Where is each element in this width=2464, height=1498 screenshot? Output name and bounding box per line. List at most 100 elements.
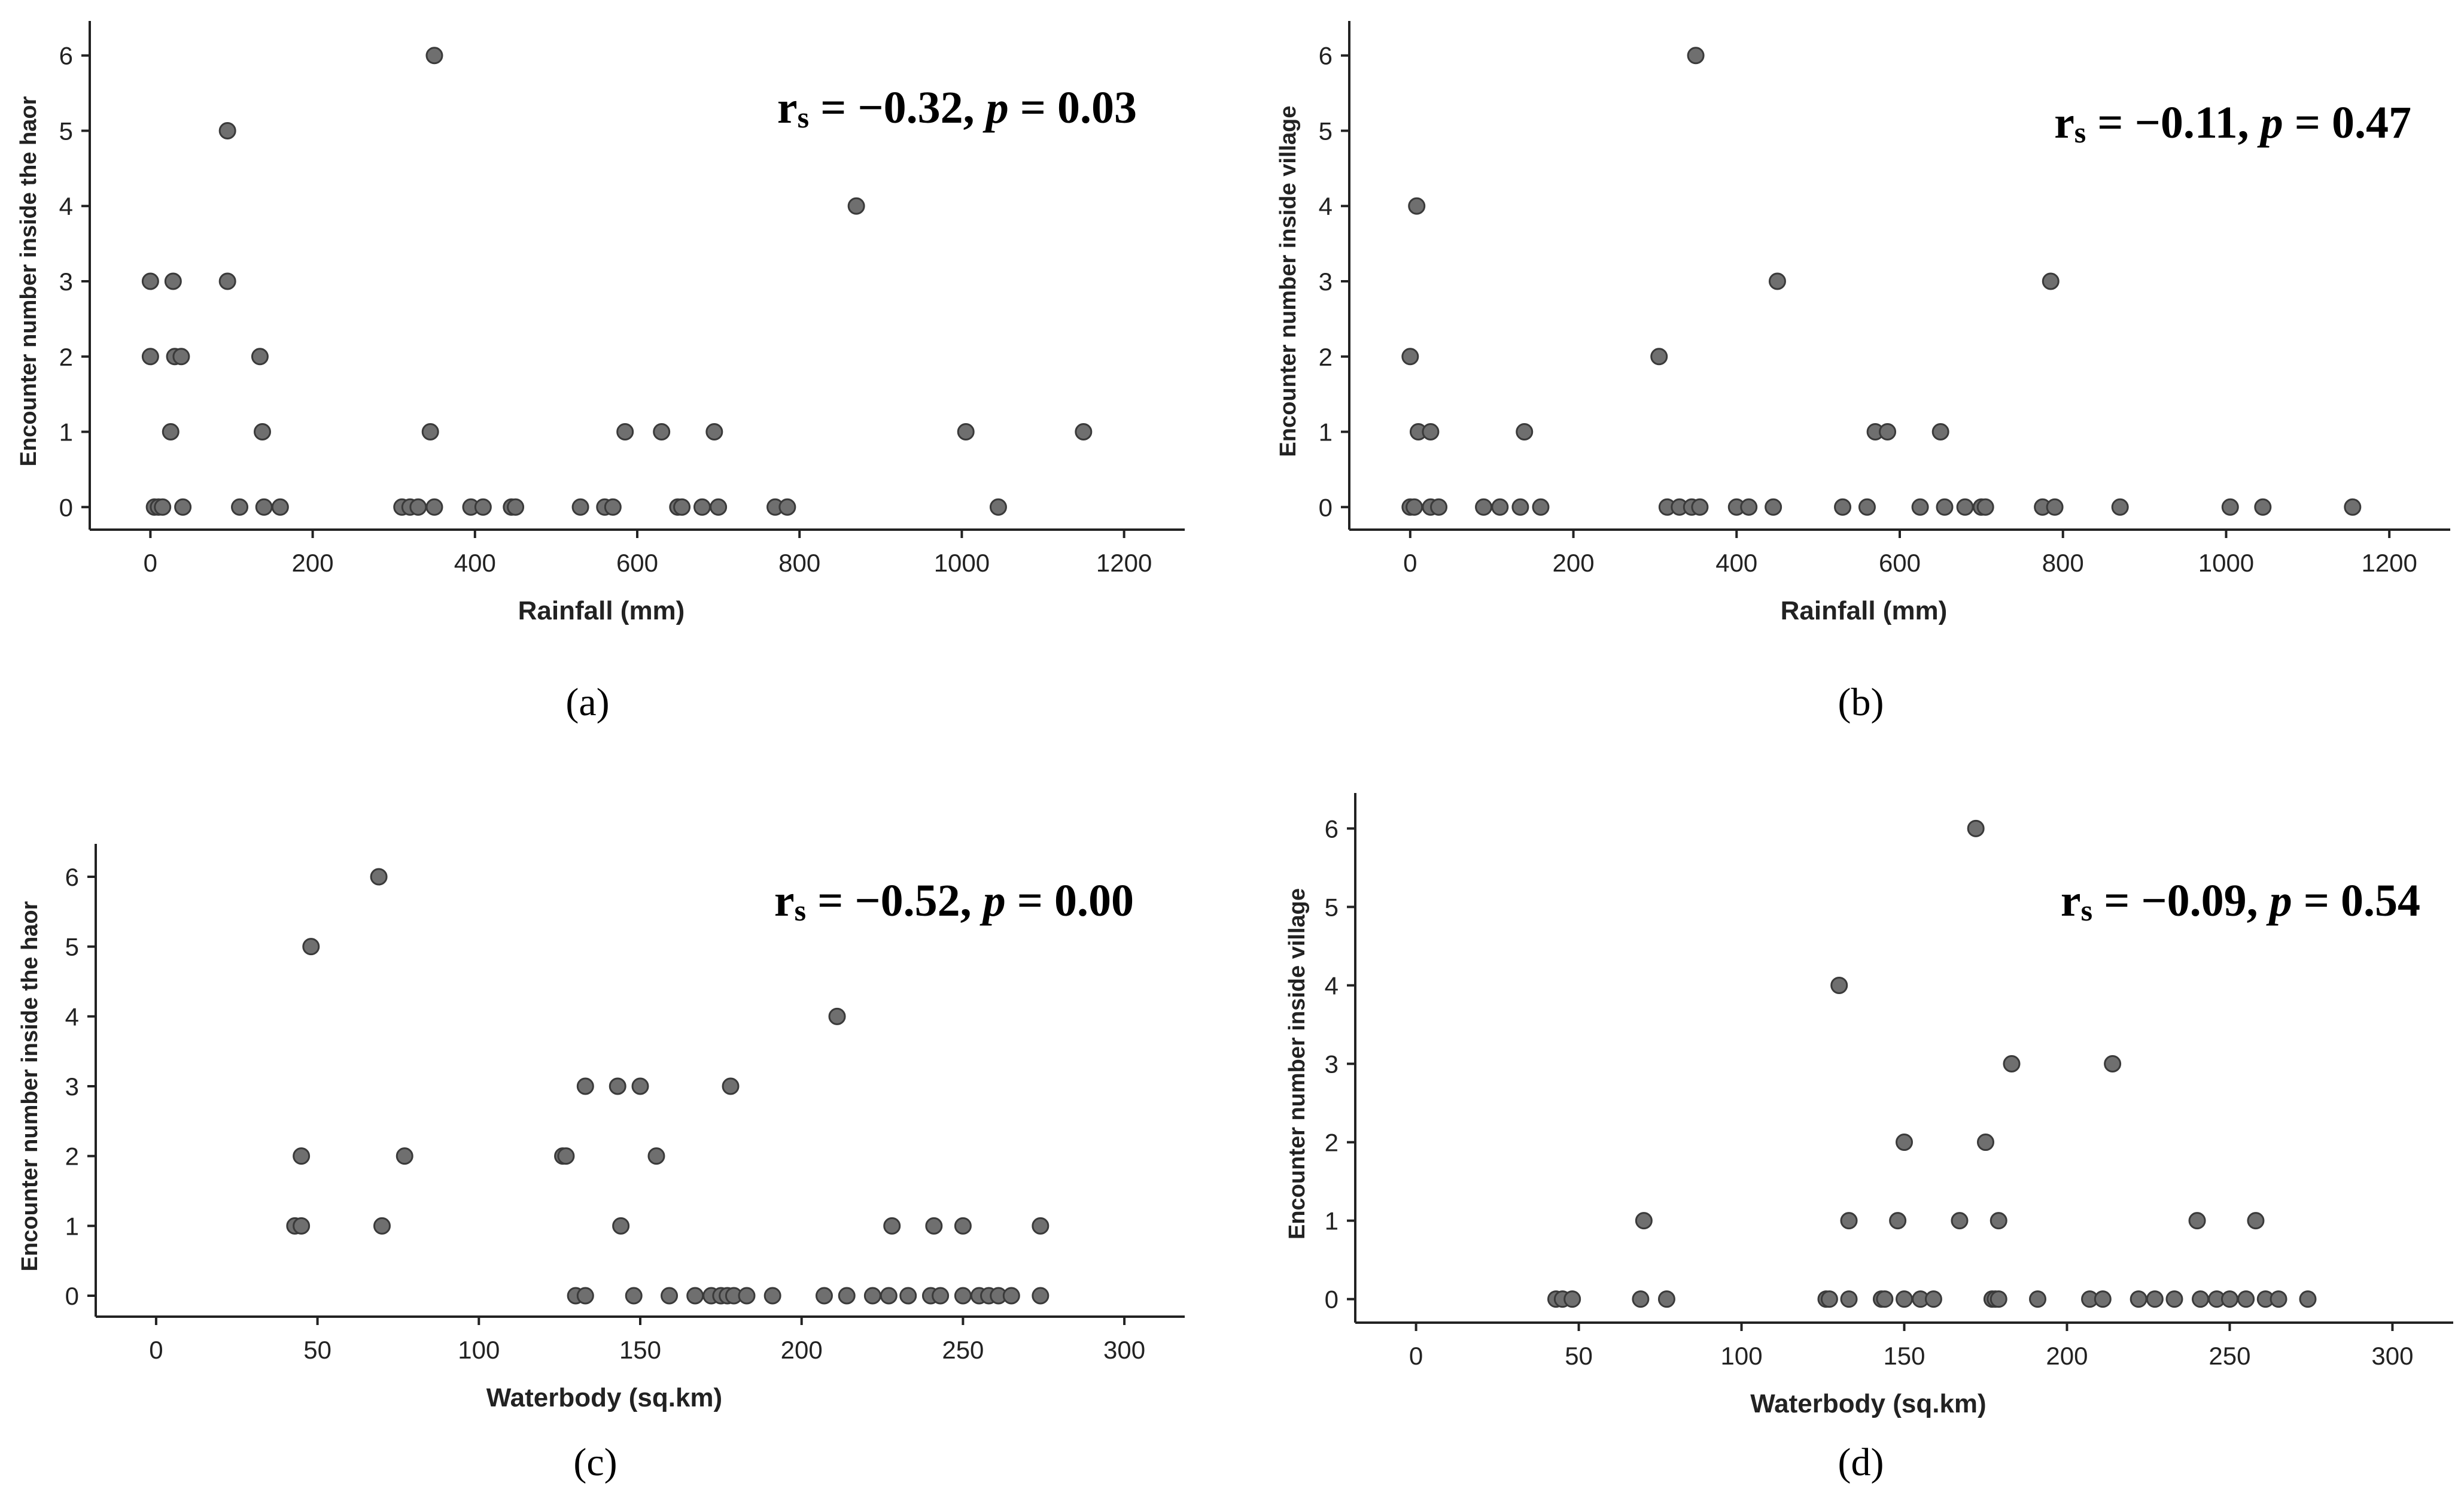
- data-point: [1858, 498, 1876, 516]
- panel-b: 0 200 400 600 800 1000 1200 0 1 2 3 4 5 6 Rainfall (mm…: [1276, 21, 2450, 724]
- data-point: [1563, 1290, 1581, 1308]
- panel-a: 0 200 400 600 800 1000 1200 0 1 2 3 4 5 6 Rainfall (mm…: [16, 21, 1185, 724]
- data-point: [571, 498, 589, 516]
- data-point: [254, 423, 271, 441]
- data-point: [838, 1287, 856, 1305]
- data-point: [954, 1217, 972, 1235]
- data-point: [705, 423, 723, 441]
- data-point: [271, 498, 289, 516]
- correlation-annotation: rs = −0.32, p = 0.03: [777, 83, 1137, 134]
- data-point: [1834, 498, 1852, 516]
- x-tick-label: 50: [303, 1336, 331, 1364]
- y-tick-label: 0: [1325, 1286, 1339, 1314]
- x-tick-label: 300: [1103, 1336, 1145, 1364]
- x-tick-label: 1000: [2198, 549, 2254, 577]
- data-point: [557, 1147, 575, 1165]
- x-tick-label: 0: [149, 1336, 163, 1364]
- data-point: [738, 1287, 756, 1305]
- x-axis-title: Waterbody (sq.km): [486, 1383, 722, 1412]
- x-tick-label: 0: [144, 549, 157, 577]
- data-point: [863, 1287, 881, 1305]
- y-tick-label: 5: [1325, 893, 1339, 921]
- data-point: [1422, 423, 1440, 441]
- x-tick-label: 600: [1879, 549, 1921, 577]
- data-point: [474, 498, 492, 516]
- data-point: [710, 498, 728, 516]
- y-tick-label: 6: [59, 42, 73, 70]
- data-point: [1511, 498, 1529, 516]
- correlation-annotation: rs = −0.52, p = 0.00: [774, 876, 1134, 927]
- data-point: [989, 498, 1007, 516]
- data-point: [1032, 1287, 1050, 1305]
- data-point: [1924, 1290, 1942, 1308]
- data-point: [1740, 498, 1758, 516]
- x-tick-label: 400: [1715, 549, 1757, 577]
- data-point: [815, 1287, 833, 1305]
- data-point: [847, 197, 865, 215]
- data-point: [1032, 1217, 1050, 1235]
- data-point: [1830, 976, 1848, 994]
- data-point: [1820, 1290, 1838, 1308]
- y-tick-label: 0: [1319, 493, 1333, 521]
- data-point: [154, 498, 172, 516]
- data-point: [609, 1077, 626, 1095]
- data-point: [604, 498, 622, 516]
- x-axis-title: Rainfall (mm): [1781, 596, 1948, 625]
- data-point: [2299, 1290, 2317, 1308]
- data-point: [2270, 1290, 2287, 1308]
- data-point: [218, 121, 236, 139]
- data-point: [164, 272, 182, 290]
- data-point: [1632, 1290, 1650, 1308]
- data-point: [1876, 1290, 1894, 1308]
- y-tick-label: 0: [59, 493, 73, 521]
- data-point: [425, 47, 443, 65]
- data-point: [625, 1287, 643, 1305]
- data-point: [1967, 819, 1985, 837]
- data-point: [1840, 1290, 1858, 1308]
- data-point: [828, 1007, 846, 1025]
- data-point: [2003, 1055, 2021, 1072]
- data-point: [576, 1287, 594, 1305]
- data-point: [763, 1287, 781, 1305]
- data-point: [1687, 47, 1705, 65]
- x-tick-label: 400: [454, 549, 496, 577]
- data-point: [1075, 423, 1093, 441]
- data-point: [370, 868, 388, 886]
- x-tick-label: 1200: [1096, 549, 1152, 577]
- data-point: [883, 1217, 901, 1235]
- x-tick-label: 200: [781, 1336, 823, 1364]
- data-point: [1951, 1212, 1969, 1230]
- data-point: [162, 423, 180, 441]
- data-point: [2254, 498, 2272, 516]
- correlation-annotation: rs = −0.09, p = 0.54: [2061, 876, 2420, 927]
- data-point: [612, 1217, 630, 1235]
- data-point: [2344, 498, 2362, 516]
- y-tick-label: 5: [65, 933, 79, 961]
- data-point: [686, 1287, 704, 1305]
- x-tick-label: 150: [619, 1336, 661, 1364]
- data-point: [647, 1147, 665, 1165]
- data-point: [172, 348, 190, 366]
- data-point: [932, 1287, 950, 1305]
- x-tick-label: 200: [2046, 1342, 2088, 1370]
- x-axis-title: Waterbody (sq.km): [1750, 1389, 1986, 1418]
- y-tick-label: 1: [1325, 1207, 1339, 1235]
- data-point: [2188, 1212, 2206, 1230]
- y-tick-label: 4: [59, 192, 73, 220]
- x-tick-label: 100: [1720, 1342, 1762, 1370]
- data-point: [957, 423, 975, 441]
- y-tick-label: 3: [1319, 268, 1333, 296]
- data-point: [2237, 1290, 2255, 1308]
- x-tick-label: 0: [1403, 549, 1417, 577]
- data-point: [2029, 1290, 2047, 1308]
- data-point: [1532, 498, 1550, 516]
- data-point: [1765, 498, 1782, 516]
- data-point: [174, 498, 192, 516]
- data-point: [616, 423, 634, 441]
- data-point: [2146, 1290, 2164, 1308]
- y-tick-label: 4: [65, 1002, 79, 1031]
- panel-label-d: (d): [1838, 1441, 1884, 1484]
- panel-c: 0 50 100 150 200 250 300 0 1 2 3 4 5 6 Waterbody (sq.k…: [17, 844, 1185, 1484]
- panel-label-a: (a): [565, 680, 609, 724]
- data-point: [251, 348, 269, 366]
